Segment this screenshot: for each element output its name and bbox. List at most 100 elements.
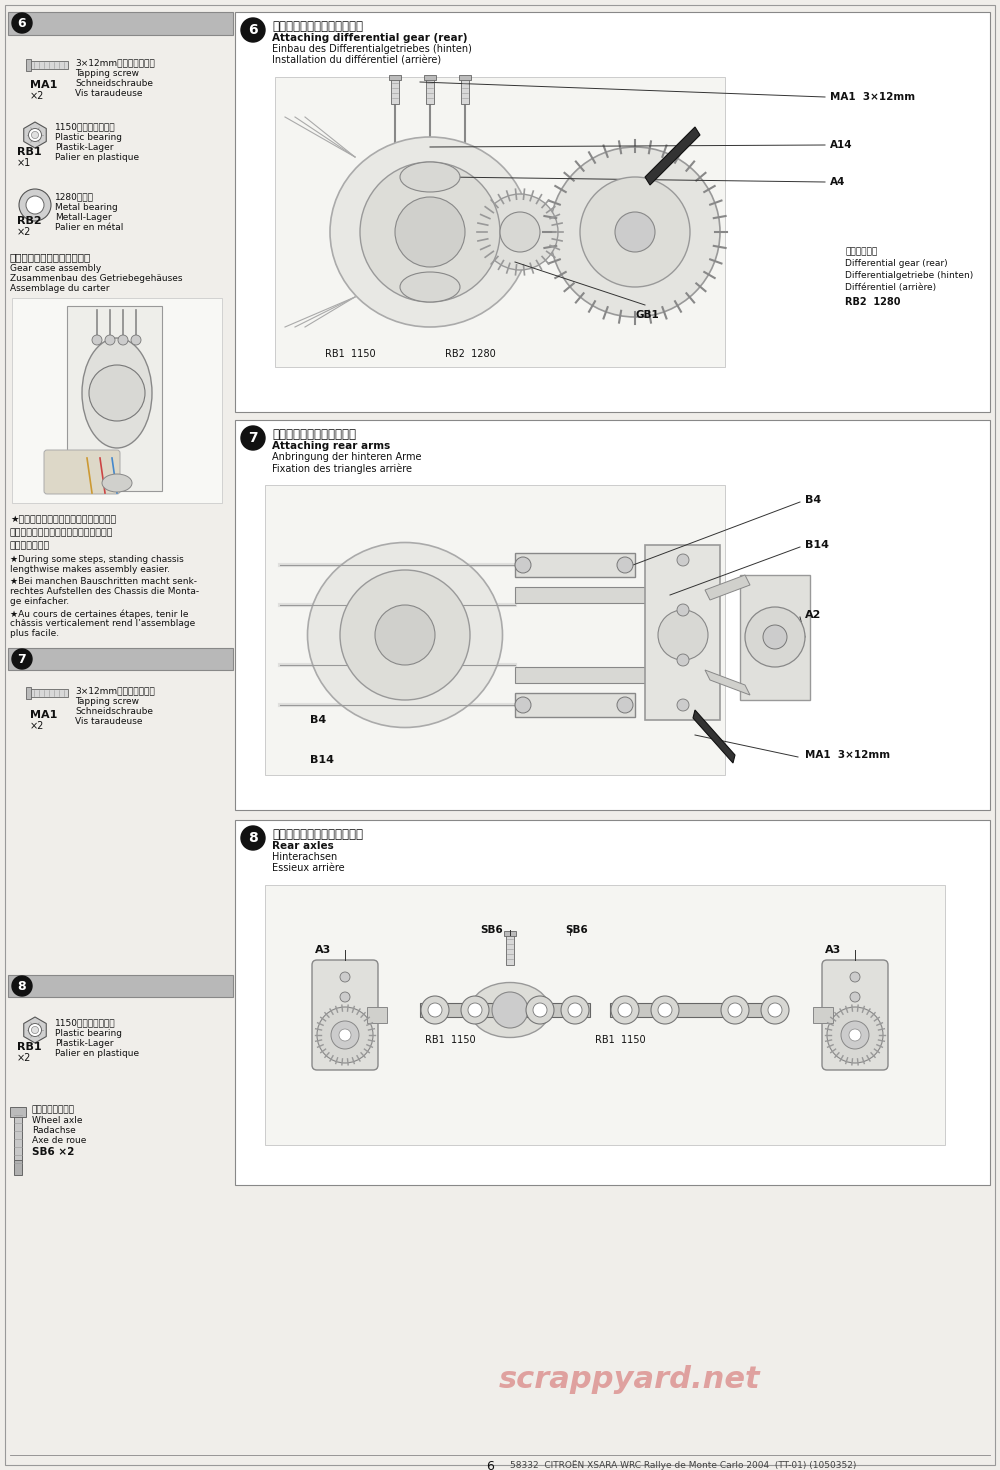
Circle shape xyxy=(618,1003,632,1017)
Text: B4: B4 xyxy=(310,714,326,725)
Circle shape xyxy=(580,176,690,287)
Text: RB1  1150: RB1 1150 xyxy=(595,1035,646,1045)
Circle shape xyxy=(339,1029,351,1041)
Circle shape xyxy=(31,131,39,138)
Text: RB2  1280: RB2 1280 xyxy=(445,348,496,359)
Text: Attaching differential gear (rear): Attaching differential gear (rear) xyxy=(272,32,468,43)
Bar xyxy=(515,667,675,684)
Circle shape xyxy=(849,1029,861,1041)
Circle shape xyxy=(841,1022,869,1050)
Bar xyxy=(459,75,471,79)
Circle shape xyxy=(241,426,265,450)
Text: ★アームやギヤを取り付ける時は図のよ: ★アームやギヤを取り付ける時は図のよ xyxy=(10,514,116,523)
Bar xyxy=(265,485,725,775)
Circle shape xyxy=(482,194,558,270)
Text: Schneidschraube: Schneidschraube xyxy=(75,707,153,716)
Text: Plastic bearing: Plastic bearing xyxy=(55,1029,122,1038)
Text: 『ギヤケースの組み立て方』: 『ギヤケースの組み立て方』 xyxy=(10,251,91,262)
Bar xyxy=(420,1003,590,1017)
Text: 7: 7 xyxy=(248,431,258,445)
Bar xyxy=(424,75,436,79)
Text: scrappyard.net: scrappyard.net xyxy=(499,1366,761,1395)
Text: RB1  1150: RB1 1150 xyxy=(325,348,376,359)
Text: うにシャーシを立てておこなうと楽に作: うにシャーシを立てておこなうと楽に作 xyxy=(10,528,114,537)
Circle shape xyxy=(827,1007,883,1063)
Circle shape xyxy=(492,992,528,1028)
Text: Essieux arrière: Essieux arrière xyxy=(272,863,345,873)
Text: Zusammenbau des Getriebegehäuses: Zusammenbau des Getriebegehäuses xyxy=(10,273,182,284)
Bar xyxy=(30,689,68,697)
Text: ★Au cours de certaines étapes, tenir le: ★Au cours de certaines étapes, tenir le xyxy=(10,609,188,619)
Text: MA1  3×12mm: MA1 3×12mm xyxy=(805,750,890,760)
Circle shape xyxy=(561,997,589,1025)
Circle shape xyxy=(677,604,689,616)
Bar xyxy=(461,79,469,104)
Text: Radachse: Radachse xyxy=(32,1126,76,1135)
Text: Gear case assembly: Gear case assembly xyxy=(10,265,101,273)
Bar xyxy=(265,885,945,1145)
Text: Metall-Lager: Metall-Lager xyxy=(55,213,112,222)
FancyBboxPatch shape xyxy=(44,450,120,494)
Text: ge einfacher.: ge einfacher. xyxy=(10,597,69,606)
Text: MA1: MA1 xyxy=(30,79,57,90)
Circle shape xyxy=(850,972,860,982)
Text: Tapping screw: Tapping screw xyxy=(75,697,139,706)
Text: B4: B4 xyxy=(805,495,821,506)
Text: lengthwise makes assembly easier.: lengthwise makes assembly easier. xyxy=(10,564,170,573)
Text: ★Bei manchen Bauschritten macht senk-: ★Bei manchen Bauschritten macht senk- xyxy=(10,578,197,587)
Text: ×2: ×2 xyxy=(17,226,31,237)
Ellipse shape xyxy=(102,473,132,492)
Circle shape xyxy=(515,557,531,573)
Circle shape xyxy=(526,997,554,1025)
Circle shape xyxy=(611,997,639,1025)
Bar xyxy=(813,1007,833,1023)
Text: Einbau des Differentialgetriebes (hinten): Einbau des Differentialgetriebes (hinten… xyxy=(272,44,472,54)
Circle shape xyxy=(12,648,32,669)
Circle shape xyxy=(340,992,350,1003)
Text: ホイールアクスル: ホイールアクスル xyxy=(32,1105,75,1114)
Circle shape xyxy=(375,606,435,664)
Text: 業ができます。: 業ができます。 xyxy=(10,541,50,550)
Bar xyxy=(506,935,514,964)
Text: 1280メタル: 1280メタル xyxy=(55,193,94,201)
Text: Hinterachsen: Hinterachsen xyxy=(272,853,337,861)
Bar xyxy=(8,975,233,997)
Circle shape xyxy=(31,1026,39,1033)
Circle shape xyxy=(28,1023,42,1036)
Text: RB2: RB2 xyxy=(17,216,42,226)
Circle shape xyxy=(677,654,689,666)
Text: RB2  1280: RB2 1280 xyxy=(845,297,900,307)
Text: MA1: MA1 xyxy=(30,710,57,720)
Bar xyxy=(235,820,990,1185)
Bar xyxy=(426,79,434,104)
Text: Axe de roue: Axe de roue xyxy=(32,1136,86,1145)
Text: 6: 6 xyxy=(486,1460,494,1470)
Circle shape xyxy=(658,1003,672,1017)
Bar xyxy=(8,648,233,670)
Bar xyxy=(367,1007,387,1023)
Text: MA1  3×12mm: MA1 3×12mm xyxy=(830,93,915,101)
Bar xyxy=(515,553,635,578)
Bar xyxy=(389,75,401,79)
Text: Plastik-Lager: Plastik-Lager xyxy=(55,143,114,151)
Text: 58332  CITROËN XSARA WRC Rallye de Monte Carlo 2004  (TT-01) (1050352): 58332 CITROËN XSARA WRC Rallye de Monte … xyxy=(510,1460,856,1470)
Bar xyxy=(235,12,990,412)
Bar xyxy=(26,59,31,71)
Circle shape xyxy=(421,997,449,1025)
Ellipse shape xyxy=(308,542,503,728)
Text: Vis taraudeuse: Vis taraudeuse xyxy=(75,717,143,726)
Circle shape xyxy=(658,610,708,660)
Text: Palier en plastique: Palier en plastique xyxy=(55,153,139,162)
Text: リヤデフギヤ: リヤデフギヤ xyxy=(845,247,877,256)
Circle shape xyxy=(19,190,51,220)
Text: SB6 ×2: SB6 ×2 xyxy=(32,1147,74,1157)
Text: A4: A4 xyxy=(830,176,845,187)
Circle shape xyxy=(241,18,265,43)
Circle shape xyxy=(340,972,350,982)
Circle shape xyxy=(340,570,470,700)
Circle shape xyxy=(12,13,32,32)
Text: 1150プラベアリング: 1150プラベアリング xyxy=(55,122,116,131)
Text: 『リヤデフギヤの取り付け』: 『リヤデフギヤの取り付け』 xyxy=(272,21,363,32)
Ellipse shape xyxy=(400,272,460,301)
Bar xyxy=(645,545,720,720)
